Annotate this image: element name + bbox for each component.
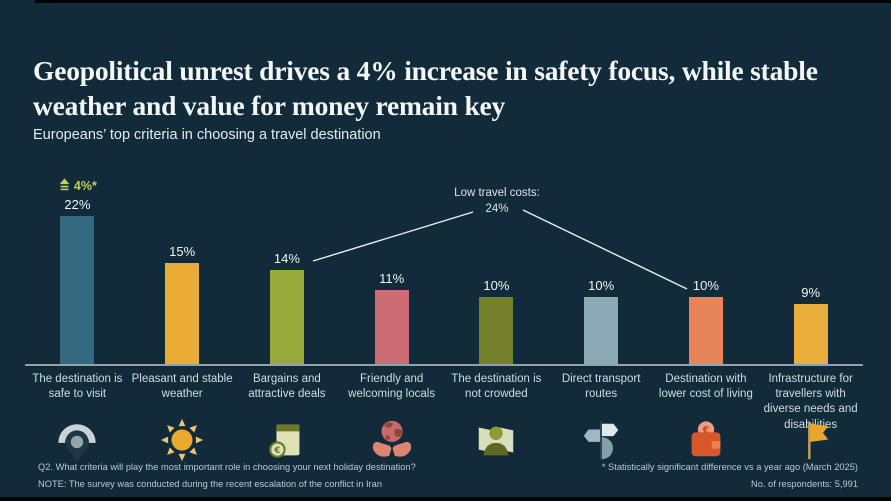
bar-value-label: 9% (801, 285, 821, 300)
chart-subtitle: Europeans’ top criteria in choosing a tr… (33, 127, 381, 143)
category-label: Destination with lower cost of living (658, 373, 753, 401)
sun-icon (159, 414, 205, 466)
bar-area: 10% (654, 174, 759, 364)
bar (584, 297, 619, 364)
bar-area: 11% (339, 174, 444, 364)
category-label: Friendly and welcoming locals (348, 373, 436, 401)
bar-value-label: 10% (483, 278, 510, 293)
x-axis-line (25, 364, 863, 366)
flag-icon (788, 414, 834, 466)
bar-value-label: 15% (169, 244, 196, 259)
bar-area: 14% (235, 174, 340, 364)
category-label: The destination is not crowded (451, 373, 542, 401)
bar (269, 270, 304, 364)
bar-area: 10% (549, 174, 654, 364)
bar (374, 290, 409, 364)
bar-area: 15% (130, 174, 235, 364)
chart-column: 14% Bargains and attractive deals € (235, 174, 340, 466)
callout-value: 24% (485, 202, 509, 215)
category-label: The destination is safe to visit (32, 373, 123, 401)
safe-destination-pin-icon (54, 414, 100, 466)
svg-text:€: € (273, 446, 280, 456)
hands-globe-icon (369, 414, 415, 466)
bar (165, 263, 200, 364)
bar-value-label: 11% (379, 271, 405, 286)
bar-chart: 4%* 22% The destination is safe to visit 15… (25, 174, 863, 462)
wallet-cost-icon: € (683, 414, 729, 466)
bar-area: 10% (444, 174, 549, 364)
chart-column: 9% Infrastructure for travellers with div… (758, 174, 863, 466)
bar-columns: 4%* 22% The destination is safe to visit 15… (25, 174, 863, 466)
footnote-note: NOTE: The survey was conducted during th… (38, 478, 382, 489)
category-label: Direct transport routes (561, 373, 641, 401)
bar (688, 297, 723, 364)
category-label: Infrastructure for travellers with diver… (763, 373, 858, 431)
footnote-significance: * Statistically significant difference v… (601, 461, 858, 472)
footnote-respondents: No. of respondents: 5,991 (751, 478, 858, 489)
bar-value-label: 10% (588, 278, 615, 293)
bar (479, 297, 514, 364)
change-up-arrow-icon (58, 178, 71, 194)
chart-column: 15% Pleasant and stable weather (130, 174, 235, 466)
chart-column: 11% Friendly and welcoming locals (339, 174, 444, 466)
svg-text:€: € (702, 425, 710, 436)
bar (793, 304, 828, 364)
page-title: Geopolitical unrest drives a 4% increase… (33, 55, 818, 121)
chart-column: 4%* 22% The destination is safe to visit (25, 174, 130, 466)
bar (60, 216, 95, 364)
bar-value-label: 10% (692, 278, 719, 293)
person-alone-icon (473, 414, 519, 466)
bar-value-label: 14% (273, 251, 300, 266)
bottom-border-strip (0, 497, 891, 501)
footnotes: Q2. What criteria will play the most imp… (38, 459, 858, 493)
bar-area: 4%* 22% (25, 174, 130, 364)
callout-low-travel-costs: Low travel costs: 24% (454, 186, 540, 217)
bar-area: 9% (758, 174, 863, 364)
category-label: Pleasant and stable weather (131, 373, 233, 401)
change-badge-label: 4%* (73, 179, 97, 193)
footnote-question: Q2. What criteria will play the most imp… (38, 461, 416, 472)
category-label: Bargains and attractive deals (248, 373, 326, 401)
chart-column: 10% Destination with lower cost of living… (654, 174, 759, 466)
signpost-icon (578, 414, 624, 466)
chart-column: 10% The destination is not crowded (444, 174, 549, 466)
top-border-strip (35, 0, 891, 3)
wallet-deals-icon: € (264, 414, 310, 466)
change-badge: 4%* (58, 178, 97, 194)
chart-column: 10% Direct transport routes (549, 174, 654, 466)
callout-label: Low travel costs: (454, 187, 540, 199)
bar-value-label: 22% (64, 197, 91, 212)
